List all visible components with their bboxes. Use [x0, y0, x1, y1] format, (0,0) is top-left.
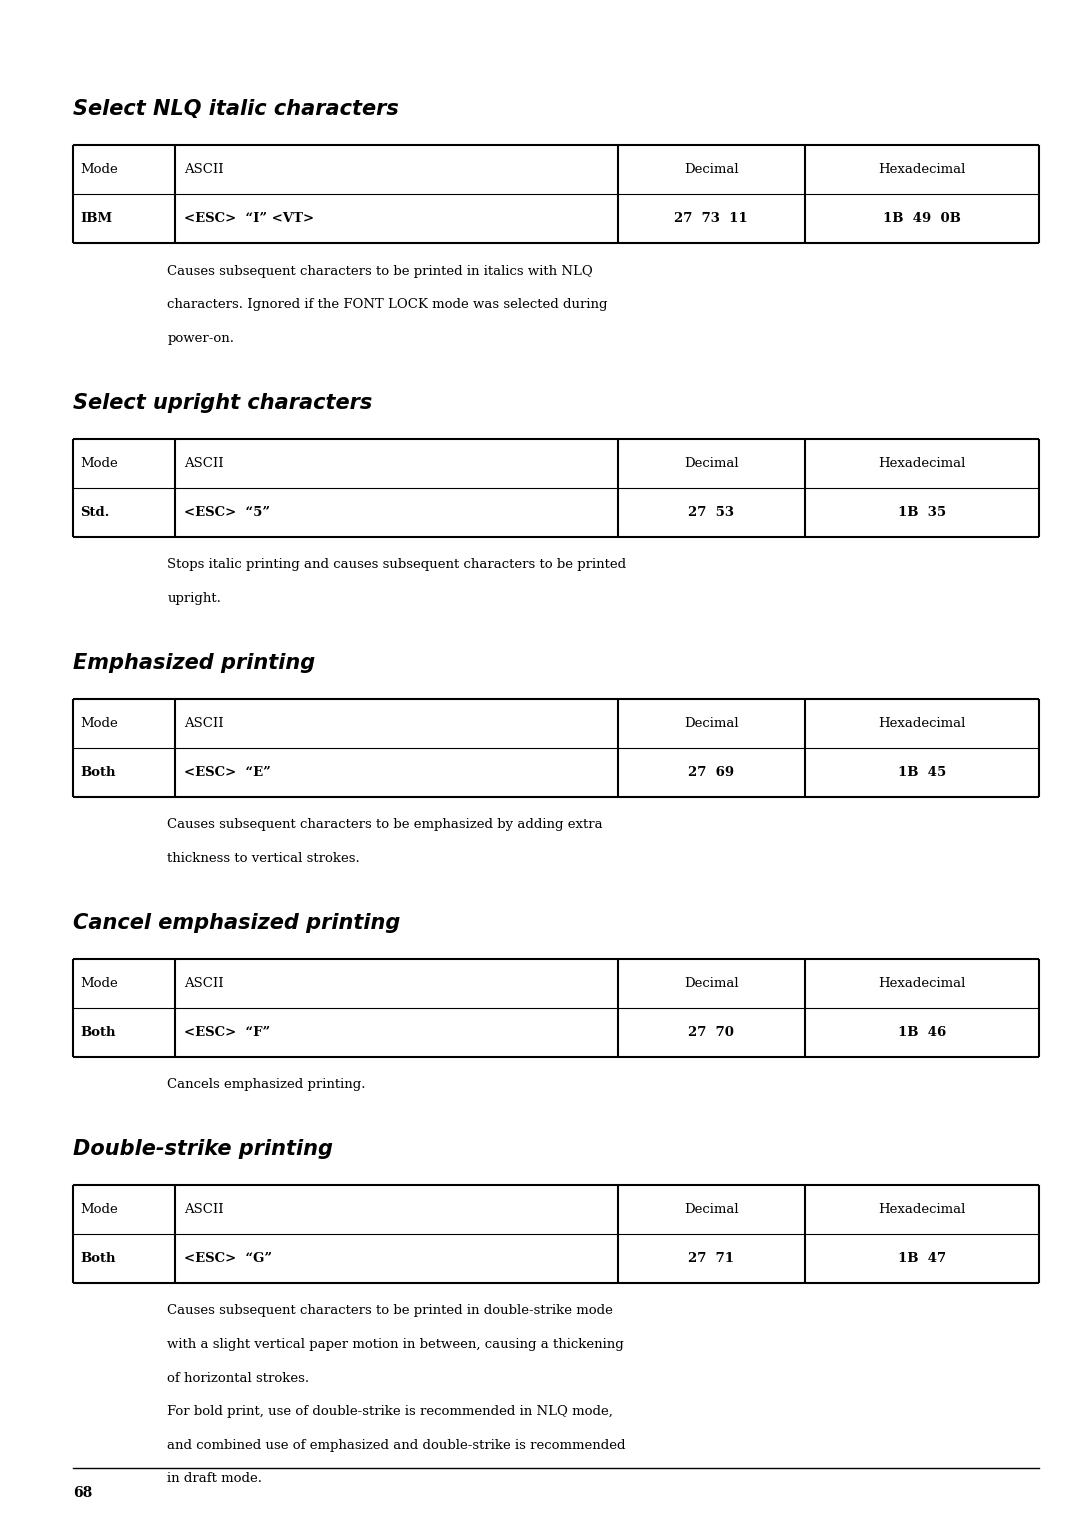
Text: Std.: Std. — [80, 506, 109, 518]
Text: power-on.: power-on. — [167, 332, 234, 346]
Text: 1B  35: 1B 35 — [897, 506, 946, 518]
Text: Mode: Mode — [80, 977, 118, 989]
Text: 27  73  11: 27 73 11 — [674, 213, 748, 225]
Text: 68: 68 — [73, 1486, 93, 1500]
Text: of horizontal strokes.: of horizontal strokes. — [167, 1372, 310, 1385]
Text: in draft mode.: in draft mode. — [167, 1472, 262, 1486]
Text: with a slight vertical paper motion in between, causing a thickening: with a slight vertical paper motion in b… — [167, 1338, 624, 1352]
Text: Causes subsequent characters to be printed in double-strike mode: Causes subsequent characters to be print… — [167, 1304, 613, 1318]
Text: Mode: Mode — [80, 164, 118, 176]
Text: For bold print, use of double-strike is recommended in NLQ mode,: For bold print, use of double-strike is … — [167, 1405, 613, 1419]
Text: 27  70: 27 70 — [688, 1026, 734, 1038]
Text: Hexadecimal: Hexadecimal — [878, 977, 966, 989]
Text: Cancels emphasized printing.: Cancels emphasized printing. — [167, 1078, 366, 1092]
Text: Causes subsequent characters to be emphasized by adding extra: Causes subsequent characters to be empha… — [167, 818, 603, 832]
Text: Double-strike printing: Double-strike printing — [73, 1139, 334, 1159]
Text: ASCII: ASCII — [184, 1203, 224, 1216]
Text: IBM: IBM — [80, 213, 112, 225]
Text: ASCII: ASCII — [184, 717, 224, 729]
Text: 27  69: 27 69 — [688, 766, 734, 778]
Text: <ESC>  “5”: <ESC> “5” — [184, 506, 270, 518]
Text: Hexadecimal: Hexadecimal — [878, 164, 966, 176]
Text: Emphasized printing: Emphasized printing — [73, 653, 315, 673]
Text: Decimal: Decimal — [684, 1203, 739, 1216]
Text: ASCII: ASCII — [184, 164, 224, 176]
Text: ASCII: ASCII — [184, 457, 224, 469]
Text: Select NLQ italic characters: Select NLQ italic characters — [73, 99, 400, 119]
Text: Decimal: Decimal — [684, 457, 739, 469]
Text: Mode: Mode — [80, 1203, 118, 1216]
Text: Decimal: Decimal — [684, 164, 739, 176]
Text: Decimal: Decimal — [684, 977, 739, 989]
Text: thickness to vertical strokes.: thickness to vertical strokes. — [167, 852, 360, 865]
Text: Mode: Mode — [80, 457, 118, 469]
Text: ASCII: ASCII — [184, 977, 224, 989]
Text: Both: Both — [80, 766, 116, 778]
Text: Hexadecimal: Hexadecimal — [878, 1203, 966, 1216]
Text: 1B  47: 1B 47 — [897, 1252, 946, 1264]
Text: Both: Both — [80, 1026, 116, 1038]
Text: Both: Both — [80, 1252, 116, 1264]
Text: characters. Ignored if the FONT LOCK mode was selected during: characters. Ignored if the FONT LOCK mod… — [167, 298, 608, 312]
Text: <ESC>  “I” <VT>: <ESC> “I” <VT> — [184, 213, 313, 225]
Text: Hexadecimal: Hexadecimal — [878, 457, 966, 469]
Text: Cancel emphasized printing: Cancel emphasized printing — [73, 913, 401, 933]
Text: 1B  49  0B: 1B 49 0B — [882, 213, 961, 225]
Text: and combined use of emphasized and double-strike is recommended: and combined use of emphasized and doubl… — [167, 1439, 626, 1453]
Text: Causes subsequent characters to be printed in italics with NLQ: Causes subsequent characters to be print… — [167, 265, 593, 278]
Text: 27  53: 27 53 — [688, 506, 734, 518]
Text: <ESC>  “E”: <ESC> “E” — [184, 766, 270, 778]
Text: <ESC>  “G”: <ESC> “G” — [184, 1252, 272, 1264]
Text: Decimal: Decimal — [684, 717, 739, 729]
Text: 27  71: 27 71 — [688, 1252, 734, 1264]
Text: Mode: Mode — [80, 717, 118, 729]
Text: Stops italic printing and causes subsequent characters to be printed: Stops italic printing and causes subsequ… — [167, 558, 626, 572]
Text: 1B  46: 1B 46 — [897, 1026, 946, 1038]
Text: 1B  45: 1B 45 — [897, 766, 946, 778]
Text: Select upright characters: Select upright characters — [73, 393, 373, 413]
Text: Hexadecimal: Hexadecimal — [878, 717, 966, 729]
Text: upright.: upright. — [167, 592, 221, 605]
Text: <ESC>  “F”: <ESC> “F” — [184, 1026, 270, 1038]
